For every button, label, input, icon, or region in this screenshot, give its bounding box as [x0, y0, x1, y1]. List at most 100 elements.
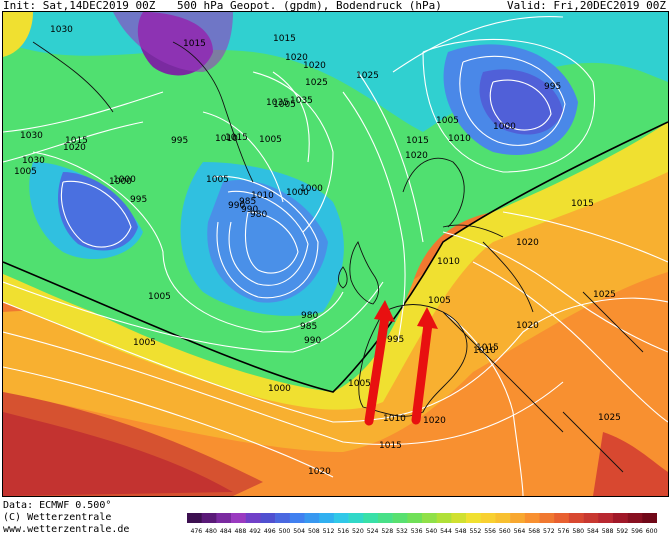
colorbar-tick-label: 536	[411, 528, 423, 535]
colorbar-tick-label: 560	[499, 528, 511, 535]
isobar-label: 1005	[259, 135, 282, 145]
colorbar-swatch	[201, 513, 217, 523]
colorbar-tick-label: 480	[205, 528, 217, 535]
isobar-label: 1005	[436, 116, 459, 126]
colorbar-swatch	[436, 513, 452, 523]
colorbar-swatch	[407, 513, 423, 523]
colorbar-swatch	[495, 513, 511, 523]
isobar-label: 995	[544, 82, 561, 92]
init-time-label: Init: Sat,14DEC2019 00Z	[3, 0, 156, 12]
colorbar-tick-label: 600	[646, 528, 658, 535]
isobar-label: 1035	[290, 96, 313, 106]
colorbar-swatch	[451, 513, 467, 523]
arrow-east-head	[417, 307, 438, 329]
isobar-label: 1010	[473, 346, 496, 356]
colorbar-tick-label: 512	[323, 528, 335, 535]
colorbar-swatch	[480, 513, 496, 523]
isobar-label: 1015	[225, 133, 248, 143]
isobar-label: 1000	[109, 177, 132, 187]
isobar-label: 1005	[428, 296, 451, 306]
isobar-label: 1000	[493, 122, 516, 132]
isobar-label: 1010	[448, 134, 471, 144]
colorbar	[187, 513, 657, 523]
website-label: www.wetterzentrale.de	[3, 524, 130, 535]
isobar-label: 1030	[50, 25, 73, 35]
colorbar-swatch	[612, 513, 628, 523]
colorbar-tick-label: 476	[190, 528, 202, 535]
colorbar-tick-label: 584	[587, 528, 599, 535]
red-arrows	[364, 300, 438, 426]
colorbar-swatch	[231, 513, 247, 523]
colorbar-swatch	[524, 513, 540, 523]
isobar-label: 990	[241, 205, 258, 215]
isobar-label: 1005	[348, 379, 371, 389]
colorbar-tick-label: 504	[293, 528, 305, 535]
colorbar-swatch	[539, 513, 555, 523]
isobar-label: 1000	[113, 175, 136, 185]
colorbar-labels: 476 480 484 488 492 496 500 504 508 512 516 520 524 5…	[190, 528, 658, 535]
colorbar-swatch	[598, 513, 614, 523]
colorbar-tick-label: 548	[455, 528, 467, 535]
colorbar-swatch	[642, 513, 657, 523]
isobar-label: 1030	[20, 131, 43, 141]
colorbar-tick-label: 572	[543, 528, 555, 535]
isobar-label: 980	[250, 210, 267, 220]
coastlines	[32, 41, 644, 473]
colorbar-swatch	[422, 513, 437, 523]
arrow-west-shaft	[364, 312, 390, 426]
isobar-label: 1010	[251, 191, 274, 201]
isobar-label: 1020	[516, 238, 539, 248]
copyright-label: (C) Wetterzentrale	[3, 512, 112, 523]
isobar-label: 1025	[593, 290, 616, 300]
colorbar-tick-label: 524	[367, 528, 379, 535]
isobar-label: 1015	[65, 136, 88, 146]
isobar-label: 1005	[14, 167, 37, 177]
colorbar-tick-label: 596	[631, 528, 643, 535]
isobar-label: 1015	[571, 199, 594, 209]
isobar-label: 1025	[598, 413, 621, 423]
isobar-label: 995	[171, 136, 188, 146]
isobar-label: 1015	[379, 441, 402, 451]
colorbar-swatch	[187, 513, 202, 523]
isobar-label: 1005	[133, 338, 156, 348]
colorbar-swatch	[627, 513, 643, 523]
isobar-label: 990	[304, 336, 321, 346]
isobar-label: 1015	[476, 343, 499, 353]
isobar-label: 1030	[22, 156, 45, 166]
colorbar-tick-label: 564	[514, 528, 526, 535]
colorbar-swatch	[348, 513, 364, 523]
isobar-label: 1020	[516, 321, 539, 331]
isobar-label: 1000	[300, 184, 323, 194]
colorbar-swatch	[319, 513, 335, 523]
isobar-label: 1025	[305, 78, 328, 88]
colorbar-tick-label: 496	[264, 528, 276, 535]
isobar-label: 980	[301, 311, 318, 321]
colorbar-swatch	[275, 513, 291, 523]
isobar-label: 1020	[308, 467, 331, 477]
boundary-line-552	[3, 121, 668, 393]
colorbar-tick-label: 508	[308, 528, 320, 535]
colorbar-tick-label: 500	[279, 528, 291, 535]
isobar-label: 1035	[266, 98, 289, 108]
colorbar-tick-label: 520	[352, 528, 364, 535]
chart-title: 500 hPa Geopot. (gpdm), Bodendruck (hPa)	[177, 0, 442, 12]
isobar-label: 1020	[63, 143, 86, 153]
isobar-label: 995	[130, 195, 147, 205]
isobar-label: 1005	[148, 292, 171, 302]
colorbar-swatch	[466, 513, 482, 523]
data-source-label: Data: ECMWF 0.500°	[3, 500, 112, 511]
colorbar-swatch	[216, 513, 232, 523]
valid-time-label: Valid: Fri,20DEC2019 00Z	[507, 0, 666, 12]
isobar-label: 990	[228, 201, 245, 211]
arrow-west-head	[374, 300, 395, 322]
colorbar-swatch	[260, 513, 276, 523]
isobar-label: 1020	[303, 61, 326, 71]
colorbar-swatch	[289, 513, 305, 523]
colorbar-tick-label: 532	[396, 528, 408, 535]
isobar-label: 985	[239, 197, 256, 207]
isobar-label: 1025	[356, 71, 379, 81]
isobar-label: 1000	[286, 188, 309, 198]
weather-map: 1030 1015 1015 1020 1025 1005 1005 995 1005 1010 1…	[2, 11, 669, 497]
